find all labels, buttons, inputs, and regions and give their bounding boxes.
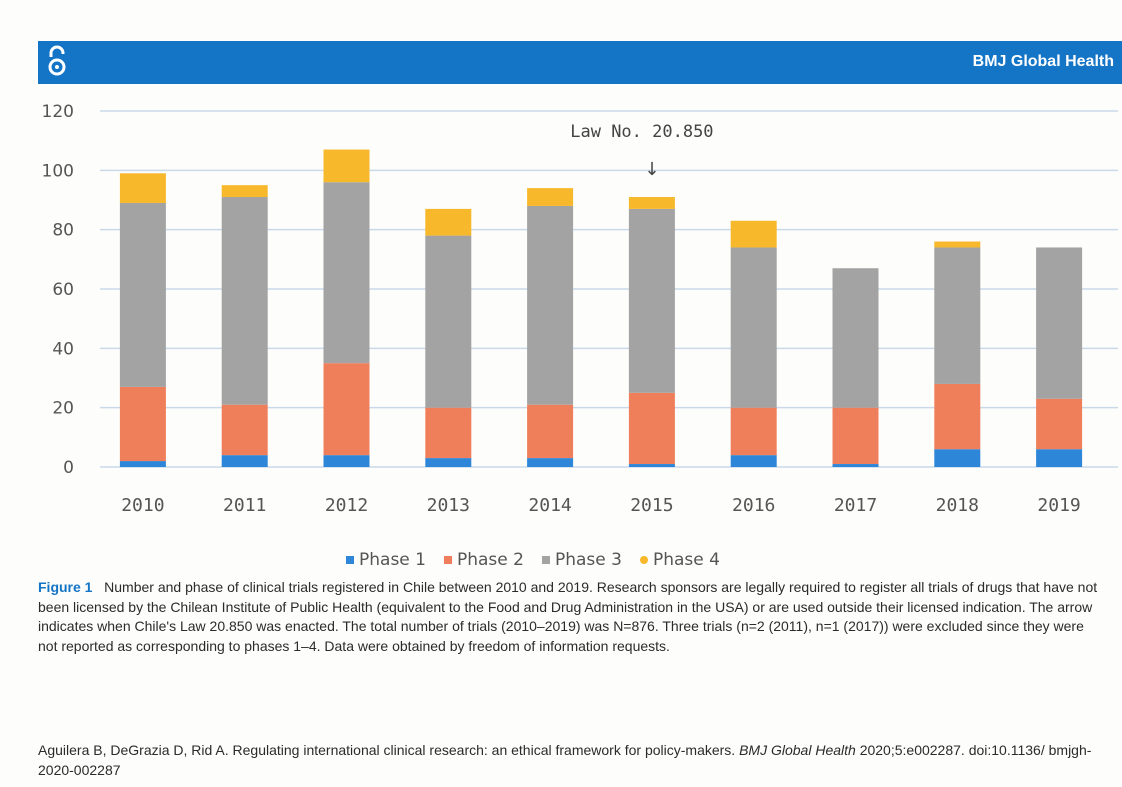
bar-2016-phase-3: [730, 247, 777, 408]
bar-2016-phase-2: [730, 407, 777, 456]
bar-2019-phase-2: [1036, 398, 1083, 450]
x-tick-label-2014: 2014: [528, 495, 571, 516]
figure-label: Figure 1: [38, 579, 93, 595]
open-access-icon: [48, 45, 66, 76]
bar-2011-phase-3: [221, 197, 268, 405]
y-tick-label-40: 40: [52, 339, 74, 359]
x-tick-label-2019: 2019: [1037, 495, 1080, 516]
bar-2013-phase-4: [425, 208, 472, 236]
legend-label-phase-4: Phase 4: [652, 550, 720, 570]
bar-2011-phase-2: [221, 404, 268, 456]
bar-2015-phase-1: [628, 464, 675, 467]
bar-2018-phase-1: [934, 449, 981, 467]
y-tick-label-60: 60: [52, 280, 74, 300]
bar-2014-phase-1: [527, 458, 574, 467]
bar-2017-phase-1: [832, 464, 879, 467]
bar-2012-phase-1: [323, 455, 370, 467]
y-tick-label-0: 0: [63, 458, 74, 478]
bar-2014-phase-2: [527, 404, 574, 459]
figure-caption-text: Number and phase of clinical trials regi…: [38, 579, 1098, 654]
citation-details: 2020;5:e002287. doi:10.1136/ bmjgh-2020-…: [38, 742, 1092, 778]
legend-label-phase-1: Phase 1: [359, 550, 426, 570]
citation-authors: Aguilera B, DeGrazia D, Rid A. Regulatin…: [38, 742, 736, 758]
bar-2010-phase-3: [119, 202, 166, 387]
legend-label-phase-3: Phase 3: [554, 550, 622, 570]
x-tick-label-2012: 2012: [325, 495, 368, 516]
legend-label-phase-2: Phase 2: [456, 550, 524, 570]
law-annotation-arrow-icon: ↓: [644, 159, 659, 180]
law-annotation-label: Law No. 20.850: [570, 122, 713, 142]
y-tick-label-20: 20: [52, 399, 74, 419]
bar-2010-phase-2: [119, 386, 166, 462]
legend-swatch-phase-2: [443, 556, 452, 564]
legend-item-phase-2: Phase 2: [443, 550, 524, 570]
y-tick-label-80: 80: [52, 221, 74, 241]
bar-2012-phase-4: [323, 149, 370, 183]
x-tick-label-2011: 2011: [223, 495, 266, 516]
legend-item-phase-1: Phase 1: [346, 550, 426, 570]
bar-2010-phase-1: [119, 461, 166, 467]
figure-caption: Figure 1 Number and phase of clinical tr…: [38, 578, 1098, 656]
x-tick-label-2016: 2016: [732, 495, 775, 516]
x-tick-label-2015: 2015: [630, 495, 673, 516]
bar-2011-phase-4: [221, 185, 268, 198]
bar-2019-phase-3: [1036, 247, 1083, 399]
legend-item-phase-4: Phase 4: [639, 550, 720, 570]
bar-2010-phase-4: [119, 173, 166, 203]
bar-2015-phase-3: [628, 208, 675, 393]
bar-2018-phase-3: [934, 247, 981, 384]
y-tick-label-100: 100: [42, 161, 74, 181]
bar-2018-phase-2: [934, 383, 981, 450]
bar-2013-phase-1: [425, 458, 472, 467]
x-tick-label-2013: 2013: [427, 495, 470, 516]
bar-2012-phase-2: [323, 363, 370, 456]
bar-2017-phase-2: [832, 407, 879, 465]
bar-2014-phase-4: [527, 188, 574, 206]
bar-2016-phase-1: [730, 455, 777, 467]
stacked-bar-chart: 0 20 40 60 80 100 120 2010 2011 2012 2013 2014 2015 2…: [42, 102, 1118, 516]
bar-2014-phase-3: [527, 205, 574, 405]
bar-2011-phase-1: [221, 455, 268, 467]
bar-2013-phase-3: [425, 235, 472, 408]
y-tick-label-120: 120: [42, 102, 74, 122]
legend-item-phase-3: Phase 3: [541, 550, 622, 570]
x-tick-label-2017: 2017: [834, 495, 877, 516]
legend-swatch-phase-4: [639, 556, 648, 564]
bar-2018-phase-4: [934, 241, 981, 248]
bar-2012-phase-3: [323, 182, 370, 364]
journal-header-bar: BMJ Global Health: [38, 41, 1122, 84]
bar-2015-phase-4: [628, 197, 675, 209]
citation: Aguilera B, DeGrazia D, Rid A. Regulatin…: [38, 740, 1098, 780]
chart-legend: Phase 1 Phase 2 Phase 3 Phase 4: [346, 550, 720, 570]
x-tick-label-2018: 2018: [936, 495, 979, 516]
legend-swatch-phase-3: [541, 556, 550, 564]
bar-2013-phase-2: [425, 407, 472, 459]
bar-2019-phase-1: [1036, 449, 1083, 467]
bar-2016-phase-4: [730, 220, 777, 248]
citation-journal: BMJ Global Health: [739, 742, 856, 758]
legend-swatch-phase-1: [346, 556, 354, 564]
bar-2017-phase-3: [832, 268, 879, 408]
x-tick-label-2010: 2010: [121, 495, 164, 516]
bar-2015-phase-2: [628, 392, 675, 465]
journal-name: BMJ Global Health: [972, 53, 1114, 70]
